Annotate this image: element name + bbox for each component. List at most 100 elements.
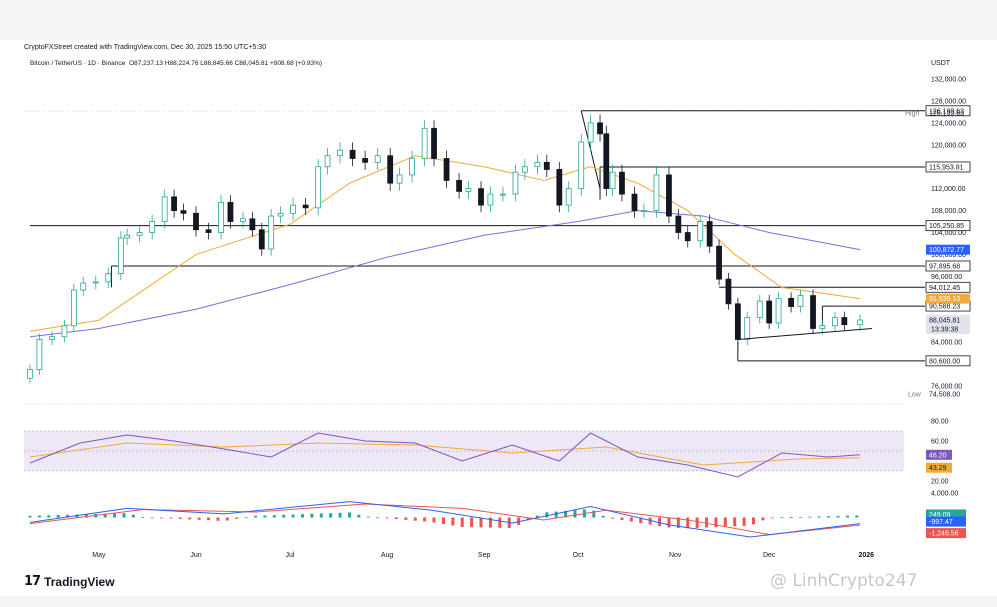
macd-hist-bar	[329, 513, 333, 518]
level-label: 126,199.63	[929, 108, 964, 115]
ma-slow-line	[29, 210, 861, 338]
macd-hist-bar	[676, 517, 680, 528]
candle-body	[603, 133, 610, 190]
tradingview-logo-icon: 17	[24, 574, 41, 589]
macd-hist-bar	[300, 514, 304, 518]
level-label: 90,588.23	[929, 304, 960, 311]
high-tag: High	[905, 110, 920, 117]
macd-hist-bar	[592, 510, 596, 518]
candle-body	[61, 325, 68, 338]
candle-body	[819, 325, 826, 329]
candle-body	[443, 158, 450, 181]
macd-hist-bar	[347, 512, 351, 518]
price-axis-tick: 84,000.00	[931, 340, 962, 347]
rsi-ma-label: 43.29	[929, 465, 947, 472]
macd-hist-bar	[648, 517, 652, 525]
macd-hist-bar	[28, 515, 32, 518]
price-axis-tick: 132,000.00	[931, 76, 966, 83]
candle-body	[290, 204, 296, 214]
macd-hist-bar	[705, 517, 709, 528]
candle-body	[80, 282, 87, 291]
candle-body	[70, 289, 77, 327]
price-axis-tick: 124,000.00	[931, 120, 966, 127]
candle-body	[756, 300, 763, 318]
candle-body	[277, 212, 284, 217]
level-label-box	[925, 260, 971, 272]
macd-hist-bar	[798, 516, 802, 518]
macd-label: -997.47	[929, 519, 953, 526]
candle-body	[744, 317, 751, 340]
candle-body	[171, 196, 177, 211]
candle-body	[597, 122, 603, 135]
candle-body	[396, 174, 403, 184]
low-tag: Low	[908, 392, 922, 399]
macd-hist-bar	[225, 517, 229, 521]
candle-body	[337, 149, 343, 157]
candle-body	[36, 339, 43, 371]
candle-body	[117, 237, 124, 275]
level-label: 80,600.00	[929, 358, 960, 365]
price-axis-tick: 128,000.00	[931, 98, 966, 105]
macd-hist-bar	[441, 517, 445, 524]
macd-hist-bar	[601, 515, 605, 518]
candle-body	[105, 273, 112, 283]
bottom-margin	[0, 596, 997, 607]
candle-body	[465, 188, 472, 192]
macd-hist-bar	[742, 517, 746, 526]
last-price-box	[926, 315, 970, 335]
candle-body	[543, 161, 550, 170]
macd-hist-bar	[658, 517, 662, 527]
macd-hist-bar	[216, 517, 220, 521]
macd-hist-bar	[141, 517, 145, 518]
candle-body	[775, 297, 782, 324]
macd-hist-bar	[629, 517, 633, 522]
macd-hist-bar	[526, 517, 530, 521]
candle-body	[431, 127, 437, 159]
macd-hist-bar	[695, 517, 699, 528]
candle-body	[706, 221, 713, 247]
ma-slow-label: 100,872.77	[929, 247, 964, 254]
macd-hist-bar	[413, 517, 417, 521]
candle-body	[149, 221, 156, 233]
rsi-axis-tick: 60.00	[931, 439, 949, 446]
macd-hist-bar	[37, 515, 41, 518]
macd-hist-bar	[639, 517, 643, 524]
macd-hist-bar	[385, 517, 389, 519]
candle-body	[92, 281, 99, 284]
macd-label-box	[926, 516, 966, 527]
macd-hist-bar	[357, 514, 361, 518]
candle-body	[797, 295, 804, 307]
macd-hist-bar	[188, 517, 192, 520]
ma-fast-label: 91,939.13	[929, 296, 960, 303]
tradingview-logo: 17 TradingView	[24, 574, 115, 589]
macd-hist-bar	[808, 516, 812, 518]
candle-body	[362, 158, 369, 163]
macd-hist-bar	[573, 510, 577, 518]
candle-body	[631, 193, 638, 211]
macd-hist-bar	[535, 515, 539, 518]
level-label-box	[925, 105, 971, 117]
candle-body	[578, 141, 585, 190]
price-axis-tick: 108,000.00	[931, 208, 966, 215]
time-axis-label: Nov	[669, 552, 682, 559]
candle-body	[832, 317, 838, 327]
macd-hist-bar	[460, 517, 464, 527]
candle-body	[421, 127, 428, 159]
credit-line: CryptoFXStreet created with TradingView.…	[24, 44, 267, 51]
price-axis-tick: 76,000.00	[931, 384, 962, 391]
macd-hist-bar	[488, 517, 492, 528]
macd-hist-bar	[845, 515, 849, 518]
macd-hist-bar	[752, 517, 756, 525]
macd-hist-bar	[244, 517, 248, 519]
macd-hist-bar	[564, 510, 568, 518]
time-axis-label: 2026	[858, 552, 874, 559]
macd-hist-bar	[611, 517, 615, 519]
candle-body	[675, 215, 682, 233]
candle-body	[324, 155, 331, 168]
macd-hist-bar	[103, 513, 107, 518]
macd-hist-bar	[169, 517, 173, 519]
price-axis-tick: 100,000.00	[931, 252, 966, 259]
top-margin	[0, 0, 997, 40]
time-axis-label: Sep	[478, 552, 491, 559]
